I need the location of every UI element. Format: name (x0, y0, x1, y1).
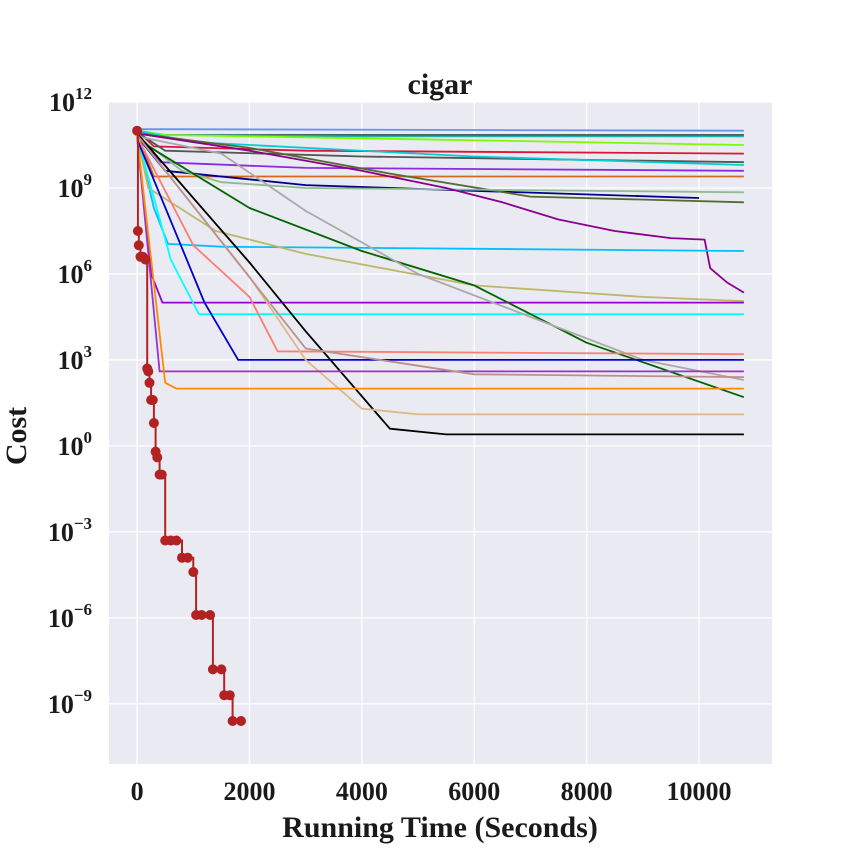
marker-proposed-method-7 (143, 366, 154, 377)
x-tick-labels: 0 2000 4000 6000 8000 10000 (131, 777, 732, 806)
marker-proposed-method-1 (132, 226, 143, 236)
y-tick-label-0: 1012 (49, 84, 92, 117)
marker-proposed-method-23 (196, 610, 207, 620)
y-axis-label: Cost (0, 407, 33, 465)
y-tick-label-5: 10−3 (48, 514, 92, 547)
x-tick-label-4: 8000 (561, 777, 613, 806)
y-tick-labels: 1012 109 106 103 100 10−3 10−6 10−9 (48, 84, 92, 719)
y-tick-label-1: 109 (58, 170, 93, 203)
x-tick-label-3: 6000 (448, 777, 500, 806)
series-line-s-darkorange (136, 136, 744, 390)
marker-proposed-method-26 (216, 664, 227, 675)
series-line-s-coral (136, 135, 744, 356)
series-line-s-darkgreen (136, 138, 745, 399)
marker-proposed-method-29 (227, 716, 238, 726)
marker-proposed-method-11 (148, 418, 159, 428)
marker-proposed-method-5 (140, 254, 151, 265)
series-line-s-darkmagenta (136, 132, 745, 294)
y-tick-label-4: 100 (58, 428, 93, 461)
series-line-s-black (136, 132, 744, 436)
marker-proposed-method-0 (132, 125, 143, 136)
series-line-s-purple-low (136, 136, 744, 373)
series-line-s-cornflower (137, 128, 744, 132)
x-tick-label-1: 2000 (223, 777, 275, 806)
series-lines (136, 128, 745, 436)
marker-proposed-method-21 (188, 567, 199, 577)
highlight-series (132, 125, 246, 726)
y-tick-label-7: 10−9 (48, 686, 92, 719)
marker-proposed-method-15 (156, 469, 167, 480)
x-tick-label-0: 0 (131, 777, 144, 806)
y-tick-label-2: 106 (58, 256, 93, 289)
marker-proposed-method-28 (224, 690, 235, 701)
marker-proposed-method-20 (182, 552, 193, 563)
marker-proposed-method-18 (171, 535, 182, 546)
y-tick-label-6: 10−6 (48, 600, 92, 633)
series-line-s-aqua (136, 136, 744, 315)
chart-title: cigar (408, 68, 473, 101)
series-line-s-darkkhaki2 (136, 136, 744, 303)
marker-proposed-method-8 (144, 377, 155, 388)
x-axis-label: Running Time (Seconds) (282, 811, 598, 844)
marker-proposed-method-30 (236, 716, 246, 726)
series-line-s-darkkhaki (136, 132, 744, 204)
x-tick-label-2: 4000 (336, 777, 388, 806)
marker-proposed-method-13 (152, 452, 163, 463)
series-line-s-rosybrown (136, 134, 744, 378)
y-tick-label-3: 103 (58, 342, 93, 375)
marker-proposed-method-25 (207, 664, 218, 675)
marker-proposed-method-24 (205, 610, 216, 620)
marker-proposed-method-2 (133, 240, 144, 251)
marker-proposed-method-10 (147, 395, 158, 405)
x-tick-label-5: 10000 (666, 777, 731, 806)
series-line-s-blue (136, 138, 744, 361)
